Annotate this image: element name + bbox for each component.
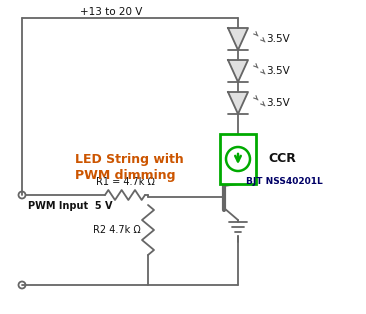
Text: PWM dimming: PWM dimming bbox=[75, 169, 176, 181]
Text: 3.5V: 3.5V bbox=[266, 66, 290, 76]
Bar bbox=[220, 134, 256, 184]
Circle shape bbox=[226, 147, 250, 171]
Text: PWM Input  5 V: PWM Input 5 V bbox=[28, 201, 112, 211]
Text: +13 to 20 V: +13 to 20 V bbox=[80, 7, 142, 17]
Polygon shape bbox=[228, 60, 248, 82]
Text: CCR: CCR bbox=[268, 153, 296, 165]
Text: R2 4.7k Ω: R2 4.7k Ω bbox=[93, 225, 141, 235]
Polygon shape bbox=[228, 28, 248, 50]
Text: R1 = 4.7k Ω: R1 = 4.7k Ω bbox=[96, 177, 154, 187]
Text: 3.5V: 3.5V bbox=[266, 34, 290, 44]
Polygon shape bbox=[228, 92, 248, 114]
Text: 3.5V: 3.5V bbox=[266, 98, 290, 108]
Text: BJT NSS40201L: BJT NSS40201L bbox=[246, 177, 323, 187]
Text: LED String with: LED String with bbox=[75, 154, 184, 166]
